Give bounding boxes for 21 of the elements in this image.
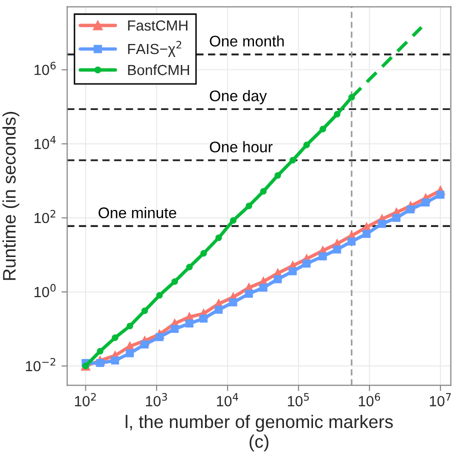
legend-label: BonfCMH	[128, 64, 190, 76]
x-tick-label: 10$^{3}$	[146, 393, 167, 406]
ref-line-label: One hour	[210, 141, 273, 152]
x-tick-label: 10$^{7}$	[430, 393, 451, 406]
y-tick-label: 10$^{2}$	[34, 210, 56, 224]
x-tick-label: 10$^{6}$	[358, 393, 380, 406]
y-tick-label: 10$^{6}$	[34, 62, 56, 76]
ref-line-label: One month	[210, 35, 284, 47]
y-tick-label: 10$^{0}$	[34, 284, 56, 298]
legend-label: FAIS−χ$^{2}$	[128, 40, 182, 58]
x-tick-label: 10$^{2}$	[75, 393, 96, 406]
legend-label: FastCMH	[128, 20, 188, 31]
y-tick-label: 10$^{−2}$	[26, 358, 56, 372]
y-axis-title: Runtime (in seconds)	[2, 112, 20, 280]
x-tick-label: 10$^{5}$	[288, 393, 309, 406]
x-tick-label: 10$^{4}$	[216, 393, 238, 406]
text: (c)	[250, 434, 268, 452]
x-axis-title: l, the number of genomic markers	[126, 414, 393, 432]
ref-line-label: One day	[210, 90, 267, 104]
y-tick-label: 10$^{4}$	[34, 136, 56, 150]
ref-line-label: One minute	[98, 207, 176, 218]
